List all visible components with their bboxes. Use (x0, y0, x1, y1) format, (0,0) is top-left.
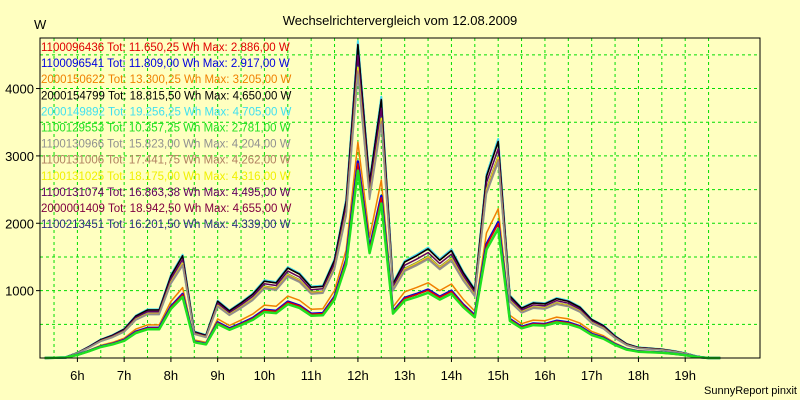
legend-entry-1100130966: 1100130966 Tot: 15.823,00 Wh Max: 4.204,… (41, 139, 291, 151)
y-axis: 1000 2000 3000 4000 (5, 82, 40, 299)
x-tick-label: 7h (117, 368, 131, 383)
series-lines (44, 40, 721, 360)
x-tick-label: 13h (394, 368, 416, 383)
plot-frame (39, 37, 761, 359)
series-line-1100130966 (44, 74, 721, 359)
legend-entry-1100096436: 1100096436 Tot: 11.650,25 Wh Max: 2.886,… (41, 42, 290, 54)
chart-title: Wechselrichtervergleich vom 12.08.2009 (283, 13, 518, 28)
x-tick-label: 18h (628, 368, 650, 383)
x-tick-label: 10h (254, 368, 276, 383)
legend-entry-1100131006: 1100131006 Tot: 17.441,75 Wh Max: 4.262,… (41, 155, 291, 167)
x-axis: 6h 7h 8h 9h 10h 11h 12h 13h 14h 15h 16h 17h 18h 19h (70, 358, 696, 383)
x-tick-label: 9h (210, 368, 224, 383)
legend-entry-1100096541: 1100096541 Tot: 11.809,00 Wh Max: 2.917,… (41, 58, 290, 70)
legend-entry-1100213451: 1100213451 Tot: 16.201,50 Wh Max: 4.339,… (41, 219, 291, 231)
y-tick-label: 2000 (5, 216, 34, 231)
x-tick-label: 16h (534, 368, 556, 383)
legend-entry-2000149892: 2000149892 Tot: 19.256,25 Wh Max: 4.705,… (41, 106, 292, 118)
legend-entry-1100131025: 1100131025 Tot: 18.175,00 Wh Max: 4.316,… (41, 171, 291, 183)
legend-entry-1100129553: 1100129553 Tot: 10.357,25 Wh Max: 2.781,… (41, 123, 291, 135)
x-tick-label: 8h (164, 368, 178, 383)
y-axis-label: W (34, 17, 47, 32)
legend-entry-2000150622: 2000150622 Tot: 13.300,25 Wh Max: 3.205,… (41, 74, 292, 86)
legend: 1100096436 Tot: 11.650,25 Wh Max: 2.886,… (41, 42, 292, 231)
x-tick-label: 17h (581, 368, 603, 383)
x-tick-label: 12h (347, 368, 369, 383)
y-tick-label: 4000 (5, 82, 34, 97)
legend-entry-1100131074: 1100131074 Tot: 16.863,38 Wh Max: 4.495,… (41, 187, 291, 199)
legend-entry-2000154799: 2000154799 Tot: 18.815,50 Wh Max: 4.650,… (41, 90, 292, 102)
x-tick-label: 6h (70, 368, 84, 383)
credit-label: SunnyReport pinxit (704, 385, 797, 397)
series-line-1100129553 (44, 169, 721, 360)
y-tick-label: 3000 (5, 149, 34, 164)
x-tick-label: 11h (301, 368, 322, 383)
legend-entry-2000001409: 2000001409 Tot: 18.942,50 Wh Max: 4.655,… (41, 203, 292, 215)
y-tick-label: 1000 (5, 284, 34, 299)
x-tick-label: 19h (674, 368, 696, 383)
x-tick-label: 15h (487, 368, 509, 383)
x-tick-label: 14h (441, 368, 463, 383)
